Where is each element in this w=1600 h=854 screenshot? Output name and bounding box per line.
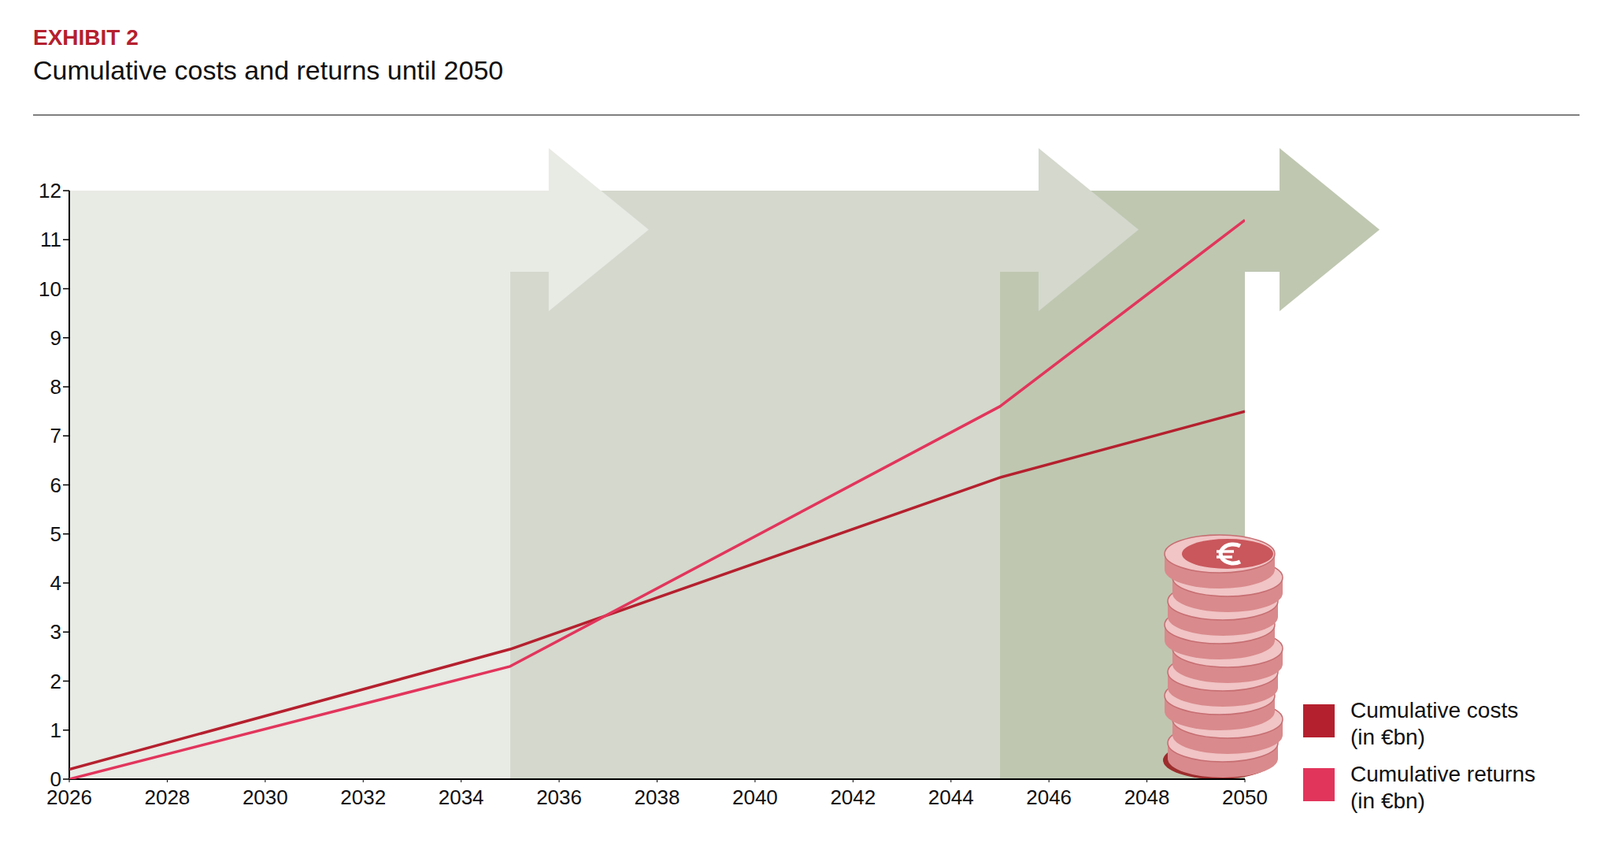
y-tick-label: 12: [38, 178, 62, 203]
x-tick: [264, 778, 266, 782]
y-tick: [62, 729, 70, 731]
y-tick: [62, 631, 70, 634]
x-tick-label: 2048: [1124, 785, 1171, 809]
y-tick: [62, 680, 70, 682]
x-tick-label: 2026: [46, 785, 93, 809]
legend-label-line: Cumulative returns: [1350, 761, 1536, 786]
y-tick-label: 7: [50, 423, 62, 448]
y-tick: [62, 777, 70, 780]
y-tick-label: 10: [38, 277, 62, 301]
coin-face: [1164, 534, 1275, 573]
y-tick-label: 5: [50, 522, 62, 546]
y-tick: [62, 581, 70, 584]
y-tick-label: 9: [50, 325, 62, 350]
chart: EXHIBIT 2 Cumulative costs and returns un…: [0, 0, 1600, 854]
legend-swatch: [1303, 767, 1335, 801]
x-tick-label: 2040: [732, 785, 778, 809]
x-tick-label: 2042: [829, 785, 876, 809]
x-tick-label: 2028: [144, 785, 190, 809]
x-tick-label: 2038: [634, 785, 681, 809]
x-tick-label: 2034: [438, 785, 485, 809]
x-tick-label: 2044: [928, 785, 975, 809]
phase-zone: [69, 148, 649, 779]
legend-swatch: [1303, 703, 1335, 738]
header-rule: [33, 114, 1580, 116]
y-tick: [62, 239, 70, 241]
coin-top: [1181, 538, 1274, 569]
y-tick: [62, 484, 70, 486]
x-tick: [166, 778, 168, 782]
y-tick: [62, 189, 70, 192]
x-tick-label: 2046: [1025, 785, 1072, 809]
y-tick-label: 8: [50, 374, 62, 399]
x-tick: [460, 778, 462, 782]
y-tick-label: 6: [50, 473, 62, 497]
series-line: [69, 411, 1245, 769]
x-tick-label: 2036: [536, 785, 582, 809]
x-tick: [362, 778, 364, 782]
euro-sign: [1216, 551, 1234, 557]
y-tick-label: 1: [50, 718, 62, 742]
x-tick: [1244, 778, 1246, 782]
y-tick-label: 3: [50, 619, 62, 644]
y-tick: [62, 337, 70, 339]
x-tick-label: 2032: [340, 785, 386, 809]
legend-label-line: Cumulative costs: [1350, 697, 1519, 723]
x-tick: [852, 778, 854, 782]
series-line: [69, 219, 1245, 779]
x-tick: [754, 778, 756, 782]
y-tick-label: 4: [50, 570, 62, 595]
exhibit-label: EXHIBIT 2: [33, 25, 139, 50]
x-tick-label: 2050: [1222, 785, 1268, 809]
y-tick: [62, 533, 70, 535]
y-tick-label: 11: [40, 227, 62, 252]
legend-label-line: (in €bn): [1350, 724, 1426, 749]
series-group: [69, 219, 1245, 779]
x-tick-label: 2030: [242, 785, 289, 809]
coin-stack: [1162, 534, 1283, 779]
legend-label: Cumulative returns(in €bn): [1350, 761, 1536, 813]
x-tick: [950, 778, 952, 782]
x-tick: [1048, 778, 1050, 782]
legend-label: Cumulative costs(in €bn): [1350, 697, 1519, 749]
y-tick: [62, 288, 70, 290]
y-tick-label: 2: [50, 669, 62, 693]
title: Cumulative costs and returns until 2050: [33, 55, 504, 86]
y-tick: [62, 435, 70, 438]
legend-label-line: (in €bn): [1350, 788, 1426, 813]
x-tick: [559, 778, 560, 782]
x-tick: [69, 778, 71, 782]
x-tick: [1146, 778, 1148, 782]
y-tick: [62, 385, 70, 388]
x-tick: [656, 778, 658, 782]
euro-sign: [1220, 544, 1241, 563]
